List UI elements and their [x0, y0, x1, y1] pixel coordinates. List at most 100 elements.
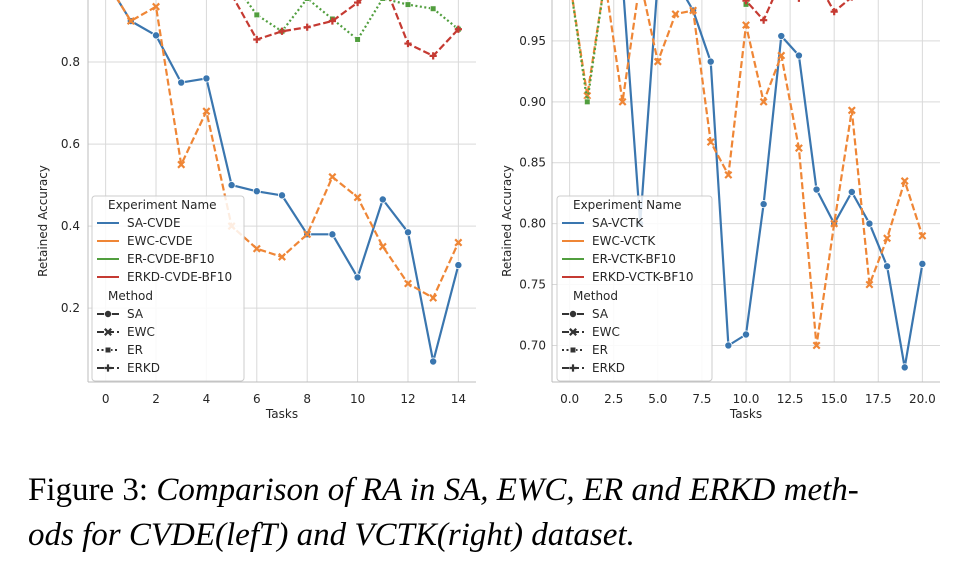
- legend-label: EWC-CVDE: [127, 234, 193, 248]
- data-point-erkd: [303, 23, 311, 31]
- x-tick-label: 5.0: [648, 392, 667, 406]
- data-point-ewc: [865, 280, 874, 289]
- legend-method-label: ER: [592, 343, 608, 357]
- x-tick-label: 12: [400, 392, 415, 406]
- chart-panel-2: 0.700.750.800.850.900.951.000.02.55.07.5…: [500, 0, 940, 421]
- data-point-sa: [759, 200, 768, 209]
- data-point-erkd: [760, 16, 768, 24]
- data-point-ewc: [618, 97, 627, 106]
- y-tick-label: 0.6: [61, 137, 80, 151]
- y-axis-label: Retained Accuracy: [36, 165, 50, 277]
- data-point-ewc: [353, 193, 362, 202]
- legend-method-label: EWC: [127, 325, 155, 339]
- y-tick-label: 0.75: [519, 278, 546, 292]
- legend-method-marker: [104, 346, 112, 354]
- x-tick-label: 20.0: [909, 392, 936, 406]
- data-point-er: [404, 1, 412, 8]
- data-point-er: [253, 11, 260, 18]
- data-point-erkd: [429, 52, 437, 60]
- data-point-ewc: [403, 279, 412, 288]
- legend-method-marker: [104, 309, 113, 318]
- legend-label: ER-CVDE-BF10: [127, 252, 214, 266]
- x-tick-label: 4: [203, 392, 211, 406]
- legend-method-marker: [569, 328, 577, 336]
- x-tick-label: 15.0: [821, 392, 848, 406]
- data-point-sa: [777, 32, 786, 41]
- data-point-sa: [177, 78, 186, 87]
- data-point-ewc: [671, 10, 680, 19]
- legend-method-marker: [569, 364, 577, 372]
- data-point-sa: [742, 330, 751, 339]
- data-point-erkd: [353, 0, 362, 7]
- legend-method-marker: [569, 309, 578, 318]
- legend-method-label: SA: [592, 307, 609, 321]
- data-point-ewc: [454, 238, 463, 247]
- legend-method-label: ERKD: [127, 361, 160, 375]
- caption-text-1: Comparison of RA in SA, EWC, ER and ERKD…: [156, 472, 859, 508]
- caption-line-1: Figure 3: Comparison of RA in SA, EWC, E…: [28, 468, 938, 513]
- data-point-ewc: [328, 172, 337, 181]
- legend-title: Experiment Name: [573, 198, 682, 212]
- data-point-sa: [429, 357, 438, 366]
- data-point-ewc: [653, 57, 662, 66]
- legend-label: SA-VCTK: [592, 216, 644, 230]
- legend-label: ERKD-CVDE-BF10: [127, 270, 232, 284]
- data-point-er: [430, 5, 437, 12]
- data-point-ewc: [900, 177, 909, 185]
- data-point-ewc: [794, 144, 803, 153]
- data-point-ewc: [689, 6, 698, 15]
- data-point-erkd: [454, 25, 462, 33]
- data-point-sa: [812, 185, 821, 194]
- x-tick-label: 2.5: [604, 392, 623, 406]
- data-point-sa: [865, 219, 874, 228]
- data-point-ewc: [303, 230, 312, 239]
- data-point-erkd: [797, 0, 801, 2]
- data-point-ewc: [177, 160, 186, 169]
- chart-panel-1: 0.20.40.60.81.002468101214TasksRetained …: [36, 0, 476, 421]
- data-point-sa: [900, 363, 909, 372]
- data-point-sa: [918, 259, 927, 268]
- data-point-sa: [403, 228, 412, 237]
- legend-method-label: ERKD: [592, 361, 625, 375]
- data-point-erkd: [830, 8, 838, 16]
- data-point-sa: [353, 273, 362, 282]
- data-point-er: [304, 0, 311, 2]
- y-axis-label: Retained Accuracy: [500, 165, 514, 277]
- y-tick-label: 0.90: [519, 95, 546, 109]
- data-point-ewc: [847, 106, 856, 115]
- legend-box: [556, 195, 713, 382]
- data-point-sa: [883, 262, 892, 271]
- data-point-ewc: [883, 234, 892, 243]
- data-point-sa: [847, 187, 856, 196]
- data-point-erkd: [253, 35, 261, 44]
- y-tick-label: 0.8: [61, 55, 80, 69]
- x-tick-label: 0.0: [560, 392, 579, 406]
- y-tick-label: 0.4: [61, 219, 80, 233]
- data-point-ewc: [126, 17, 135, 25]
- legend-title: Experiment Name: [108, 198, 217, 212]
- data-point-er: [354, 36, 361, 43]
- data-point-ewc: [759, 97, 768, 106]
- data-point-ewc: [152, 2, 161, 11]
- caption-line-2: ods for CVDE(lefT) and VCTK(right) datas…: [28, 517, 635, 553]
- data-point-ewc: [252, 244, 261, 253]
- legend-method-marker: [104, 328, 112, 336]
- data-point-erkd: [278, 27, 286, 35]
- x-tick-label: 6: [253, 392, 261, 406]
- legend-label: EWC-VCTK: [592, 234, 656, 248]
- data-point-er: [379, 0, 386, 2]
- y-tick-label: 0.80: [519, 217, 546, 231]
- data-point-erkd: [742, 0, 750, 5]
- y-tick-label: 0.70: [519, 338, 546, 352]
- data-point-ewc: [378, 242, 387, 251]
- data-point-ewc: [918, 231, 927, 240]
- legend-label: ER-VCTK-BF10: [592, 252, 676, 266]
- x-tick-label: 10.0: [733, 392, 760, 406]
- data-point-ewc: [742, 21, 750, 30]
- data-point-ewc: [724, 170, 733, 179]
- legend-method-marker: [104, 364, 112, 372]
- data-point-sa: [277, 191, 286, 200]
- data-point-ewc: [706, 138, 715, 146]
- data-point-er: [584, 98, 591, 105]
- data-point-sa: [328, 230, 337, 239]
